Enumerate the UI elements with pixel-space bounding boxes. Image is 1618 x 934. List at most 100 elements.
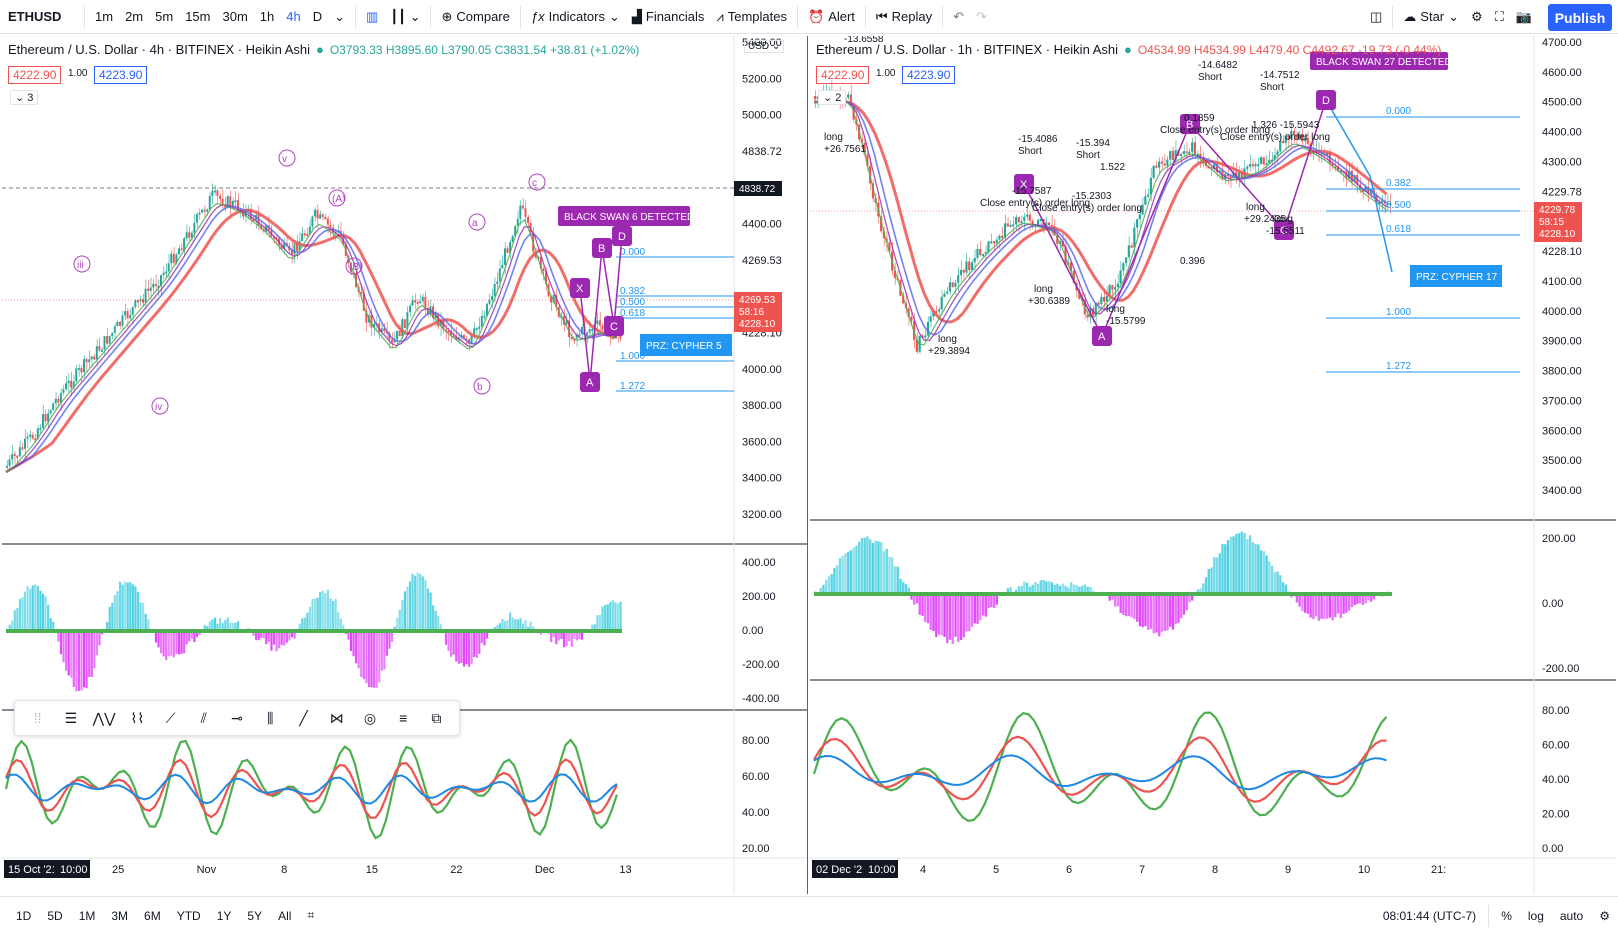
- left-chart-pane[interactable]: 5400.005200.005000.004838.724600.004400.…: [2, 36, 808, 894]
- elliott-wave-icon[interactable]: ⌇⌇: [130, 709, 145, 726]
- settings-lines-icon[interactable]: ⧉: [431, 709, 442, 726]
- candle-body: [1158, 161, 1161, 168]
- redo-icon[interactable]: ↷: [976, 8, 987, 24]
- range-6m[interactable]: 6M: [144, 908, 161, 923]
- ma-green-line: [814, 101, 1387, 346]
- settings-gear-icon[interactable]: ⚙: [1599, 908, 1610, 923]
- oscillator-bar: [1155, 594, 1158, 633]
- replay-button[interactable]: ⏮ Replay: [870, 0, 938, 34]
- left-currency-selector[interactable]: USD ⌄: [744, 40, 785, 53]
- date-range-icon[interactable]: ⌗: [307, 908, 315, 922]
- oscillator-bar: [160, 631, 163, 654]
- left-collapse-toggle[interactable]: ⌄ 3: [10, 90, 39, 105]
- fib-spiral-icon[interactable]: ◎: [363, 709, 377, 726]
- left-bid-button[interactable]: 4222.90: [8, 66, 62, 84]
- oscillator-bar: [1317, 594, 1321, 621]
- camera-icon[interactable]: 📷: [1515, 8, 1532, 24]
- left-chart-canvas[interactable]: 5400.005200.005000.004838.724600.004400.…: [2, 36, 808, 894]
- oscillator-bar: [891, 557, 894, 594]
- log-toggle[interactable]: log: [1527, 908, 1544, 923]
- oscillator-bar: [1191, 594, 1194, 601]
- range-5y[interactable]: 5Y: [247, 908, 263, 923]
- vertical-lines-icon[interactable]: ⫼: [267, 709, 274, 726]
- trend-line-icon[interactable]: ╱: [299, 709, 308, 726]
- left-ask-button[interactable]: 4223.90: [94, 66, 148, 84]
- star-button[interactable]: ☁ Star ⌄: [1397, 0, 1465, 34]
- right-collapse-toggle[interactable]: ⌄ 2: [818, 90, 847, 105]
- undo-icon[interactable]: ↶: [953, 8, 964, 24]
- rsi-tick-label: 60.00: [1542, 740, 1570, 752]
- oscillator-bar: [1336, 594, 1340, 614]
- timeframe-2m[interactable]: 2m: [125, 9, 144, 24]
- oscillator-bar: [899, 578, 902, 594]
- oscillator-bar: [1229, 536, 1232, 594]
- chevron-down-icon: ⌄: [1448, 8, 1460, 24]
- candle-body: [154, 283, 157, 287]
- right-bid-button[interactable]: 4222.90: [816, 66, 870, 84]
- abc-pattern-icon[interactable]: ⋀⋁: [92, 709, 116, 726]
- chevron-down-icon[interactable]: ⌄: [334, 8, 346, 24]
- parallel-channel-icon[interactable]: ⫽: [200, 709, 207, 726]
- oscillator-bar: [968, 594, 971, 632]
- horizontal-lines-icon[interactable]: ☰: [64, 709, 78, 726]
- candle-body: [962, 269, 965, 273]
- horizontal-ray-icon[interactable]: ⊸: [231, 709, 243, 726]
- candle-body: [470, 335, 473, 344]
- alert-button[interactable]: ⏰ Alert: [802, 0, 861, 34]
- layout-icon[interactable]: ◫: [1370, 8, 1383, 24]
- range-ytd[interactable]: YTD: [176, 908, 201, 923]
- candle-style-icon[interactable]: ┃┃ ⌄: [390, 8, 421, 24]
- trend-angle-icon[interactable]: ⟋: [165, 709, 176, 726]
- candle-body: [1298, 134, 1301, 139]
- pattern-point-badge: [1092, 326, 1112, 346]
- oscillator-bar: [195, 631, 199, 638]
- xabcd-pattern-icon[interactable]: ⋈: [329, 709, 344, 726]
- pattern-point-label: C: [1280, 225, 1288, 237]
- candle-body: [1171, 151, 1174, 161]
- timeframe-D[interactable]: D: [312, 9, 323, 24]
- right-chart-canvas[interactable]: 4700.00 4600.00 4500.00 4400.00 4300.00 4229.…: [810, 36, 1616, 894]
- range-5d[interactable]: 5D: [47, 908, 63, 923]
- publish-button[interactable]: Publish: [1548, 4, 1612, 31]
- bar-style-icon[interactable]: ▥: [366, 8, 379, 24]
- oscillator-bar: [478, 631, 481, 654]
- oscillator-bar: [475, 631, 478, 658]
- candle-body: [1039, 219, 1042, 222]
- oscillator-bar: [935, 594, 938, 638]
- percent-toggle[interactable]: %: [1501, 908, 1512, 923]
- timeframe-1h[interactable]: 1h: [259, 9, 275, 24]
- candle-body: [1270, 159, 1274, 162]
- oscillator-bar: [926, 594, 930, 624]
- candle-body: [1196, 153, 1199, 156]
- time-tick-label: 5: [993, 864, 999, 876]
- drag-handle-icon[interactable]: ⁞⁞: [33, 710, 42, 726]
- oscillator-bar: [411, 573, 414, 631]
- timeframe-5m[interactable]: 5m: [155, 9, 174, 24]
- compare-button[interactable]: ⊕ Compare: [435, 0, 515, 34]
- right-chart-pane[interactable]: 4700.00 4600.00 4500.00 4400.00 4300.00 4229.…: [810, 36, 1616, 894]
- financials-button[interactable]: ▟ Financials: [626, 0, 711, 34]
- templates-button[interactable]: ⩘ Templates: [710, 0, 793, 34]
- oscillator-bar: [1196, 589, 1199, 594]
- oscillator-bar: [229, 622, 232, 631]
- timeframe-4h[interactable]: 4h: [286, 9, 301, 24]
- range-1d[interactable]: 1D: [16, 908, 32, 923]
- candle-body: [129, 315, 132, 319]
- auto-toggle[interactable]: auto: [1559, 908, 1584, 923]
- oscillator-bar: [844, 553, 847, 594]
- right-ask-button[interactable]: 4223.90: [902, 66, 956, 84]
- timeframe-1m[interactable]: 1m: [95, 9, 114, 24]
- clock-time[interactable]: 08:01:44 (UTC-7): [1382, 908, 1477, 923]
- fullscreen-icon[interactable]: ⛶: [1494, 8, 1504, 24]
- range-all[interactable]: All: [278, 908, 292, 923]
- indicators-button[interactable]: ƒx Indicators ⌄: [525, 0, 626, 34]
- range-3m[interactable]: 3M: [111, 908, 129, 923]
- candle-body: [1254, 164, 1257, 167]
- settings-gear-icon[interactable]: ⚙: [1471, 8, 1483, 24]
- symbol-search[interactable]: ETHUSD: [8, 9, 62, 24]
- timeframe-15m[interactable]: 15m: [185, 9, 211, 24]
- range-1m[interactable]: 1M: [78, 908, 96, 923]
- fib-retracement-icon[interactable]: ≡: [399, 710, 408, 726]
- range-1y[interactable]: 1Y: [216, 908, 232, 923]
- timeframe-30m[interactable]: 30m: [222, 9, 248, 24]
